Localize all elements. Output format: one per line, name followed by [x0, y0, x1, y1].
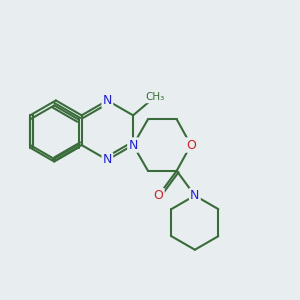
- Text: N: N: [103, 153, 112, 167]
- Text: N: N: [190, 189, 200, 202]
- Text: N: N: [128, 139, 138, 152]
- Text: CH₃: CH₃: [145, 92, 164, 102]
- Text: N: N: [103, 94, 112, 107]
- Text: O: O: [154, 189, 164, 202]
- Text: O: O: [186, 139, 196, 152]
